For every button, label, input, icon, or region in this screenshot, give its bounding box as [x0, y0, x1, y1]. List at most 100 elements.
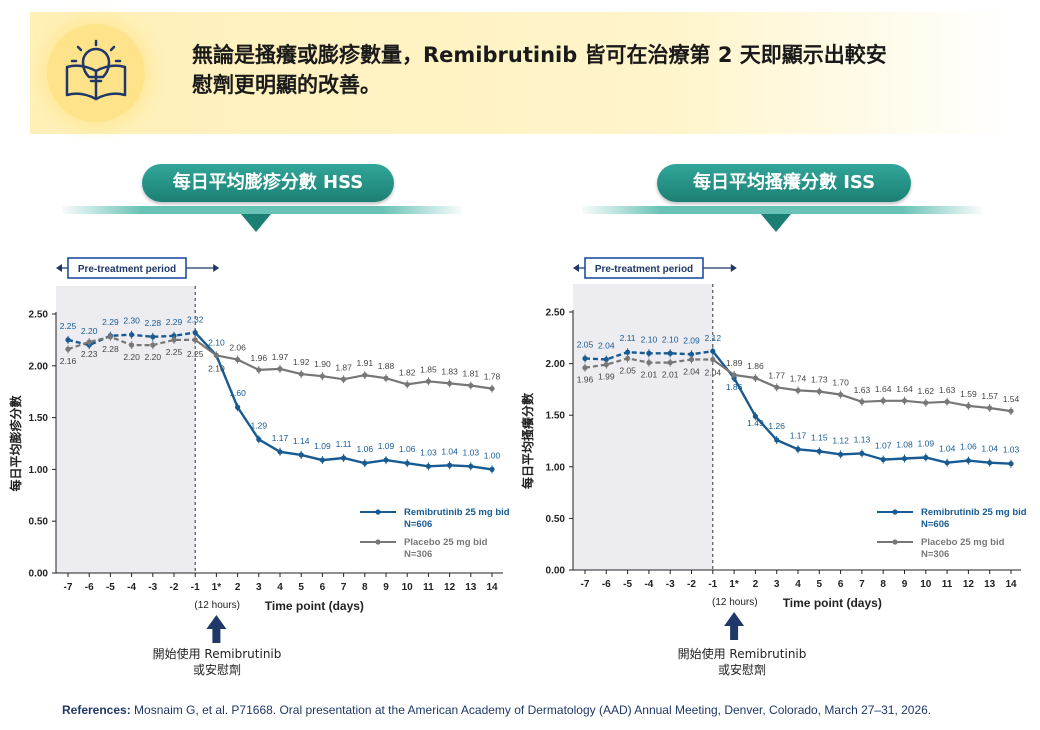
hss-series-0-point [150, 334, 156, 340]
iss-x-note: (12 hours) [712, 597, 758, 608]
hss-series-0-data-label: 2.30 [123, 316, 140, 326]
iss-pretreatment-label: Pre-treatment period [595, 264, 693, 275]
iss-series-0-data-label: 2.05 [577, 339, 594, 349]
iss-legend-n-1: N=306 [921, 549, 949, 560]
hss-series-1-data-label: 1.85 [420, 364, 437, 374]
iss-series-1-data-label: 2.04 [683, 366, 700, 376]
hss-x-tick-label: 14 [486, 582, 498, 593]
hss-legend-label-1: Placebo 25 mg bid [404, 537, 488, 548]
hss-x-axis-label: Time point (days) [265, 599, 364, 613]
hss-bracket-right-arrow [213, 264, 220, 272]
hss-series-1-data-label: 1.78 [484, 372, 501, 382]
hss-series-1-point [171, 337, 177, 343]
iss-series-1-data-label: 1.64 [875, 384, 892, 394]
hss-series-1-data-label: 1.81 [463, 368, 480, 378]
hss-x-tick-label: -2 [170, 582, 179, 593]
iss-series-0-point [923, 454, 929, 461]
iss-bracket-right-arrow [730, 264, 737, 272]
iss-series-1-point [731, 372, 737, 378]
hss-series-1-point [235, 356, 241, 363]
iss-series-0-data-label: 1.49 [747, 418, 764, 428]
iss-x-tick-label: 2 [753, 579, 759, 590]
hss-series-0-point [256, 436, 262, 442]
iss-series-1-data-label: 1.59 [960, 389, 977, 399]
hss-series-1-data-label: 1.97 [272, 352, 289, 362]
iss-legend-n-0: N=606 [921, 519, 949, 530]
iss-series-1-data-label: 1.70 [832, 378, 849, 388]
iss-series-0-point [582, 355, 588, 362]
iss-series-0-data-label: 1.12 [832, 435, 849, 445]
iss-title-pointer [761, 214, 791, 232]
iss-legend-marker-0 [892, 509, 898, 515]
iss-x-tick-label: 11 [942, 579, 953, 590]
hss-series-1-point [150, 342, 156, 348]
hss-series-0-point [489, 466, 495, 472]
iss-series-1-data-label: 1.99 [598, 372, 615, 382]
hss-bracket-left-arrow [56, 264, 62, 272]
hss-series-1-point [86, 339, 92, 345]
iss-series-1-data-label: 2.04 [705, 367, 722, 377]
hss-series-0-data-label: 2.29 [166, 317, 183, 327]
hss-pretreatment-box [67, 257, 187, 279]
hss-series-1-data-label: 1.91 [357, 358, 374, 368]
iss-series-0-data-label: 1.86 [726, 382, 743, 392]
iss-series-1-data-label: 1.63 [854, 385, 871, 395]
hss-series-1-point [341, 376, 347, 382]
hss-x-tick-label: -6 [85, 582, 94, 593]
iss-x-tick-label: 4 [795, 579, 801, 590]
iss-series-1-point [582, 365, 588, 371]
hss-x-tick-label: -7 [64, 582, 73, 593]
iss-series-1-point [1008, 408, 1014, 414]
iss-treatment-start-label: 開始使用 Remibrutinib 或安慰劑 [652, 646, 832, 678]
hss-series-0-data-label: 1.11 [336, 439, 352, 449]
hss-series-1-data-label: 2.28 [102, 344, 119, 354]
iss-series-0-point [1008, 461, 1014, 467]
iss-series-1-data-label: 1.62 [918, 386, 935, 396]
iss-series-1-data-label: 2.05 [619, 365, 636, 375]
iss-series-0-data-label: 1.15 [811, 432, 828, 442]
references: References: Mosnaim G, et al. P71668. Or… [62, 703, 1022, 717]
iss-x-tick-label: -1 [708, 579, 717, 590]
hss-x-tick-label: -4 [127, 582, 136, 593]
hss-x-tick-label: 2 [235, 582, 241, 593]
lightbulb-book-icon [47, 24, 145, 122]
iss-series-0-point [880, 456, 886, 463]
iss-x-tick-label: 5 [817, 579, 823, 590]
iss-panel-title: 每日平均搔癢分數 ISS [657, 164, 911, 202]
iss-series-0-point [965, 458, 972, 464]
hss-legend-marker-1 [375, 539, 381, 545]
hss-series-1-data-label: 2.20 [123, 352, 140, 362]
hss-series-1-data-label: 1.82 [399, 367, 416, 377]
iss-series-1-point [752, 375, 759, 381]
hss-series-1-point [213, 352, 219, 359]
iss-y-axis-label: 每日平均搔癢分數 [520, 393, 535, 489]
hss-series-0-point [362, 460, 368, 466]
hss-series-0-data-label: 2.32 [187, 315, 204, 325]
hss-y-axis-label: 每日平均膨疹分數 [8, 395, 23, 491]
iss-x-tick-label: 1* [729, 579, 739, 590]
iss-y-tick-label: 1.00 [546, 462, 566, 473]
iss-series-1-data-label: 1.96 [577, 375, 594, 385]
hss-x-tick-label: 8 [362, 582, 368, 593]
iss-treatment-start-arrow-icon [724, 612, 745, 640]
hss-x-tick-label: -5 [106, 582, 115, 593]
hss-pretreatment-label: Pre-treatment period [78, 264, 176, 275]
iss-series-0-point [667, 350, 673, 356]
iss-bracket-left-arrow [573, 264, 579, 272]
iss-series-1-data-label: 1.89 [726, 358, 743, 368]
iss-x-tick-label: -3 [666, 579, 675, 590]
hss-x-tick-label: -3 [148, 582, 157, 593]
hss-series-1-data-label: 2.06 [229, 343, 246, 353]
iss-x-tick-label: -4 [644, 579, 653, 590]
iss-x-tick-label: 9 [902, 579, 908, 590]
hss-series-0-data-label: 1.04 [441, 446, 458, 456]
hss-series-1-point [65, 346, 71, 352]
iss-series-1-point [923, 400, 929, 406]
iss-series-0-data-label: 2.09 [683, 335, 700, 345]
iss-y-tick-label: 2.50 [546, 308, 566, 319]
hss-x-tick-label: 10 [402, 582, 414, 593]
hss-series-1-point [489, 385, 495, 392]
iss-series-1-point [944, 399, 950, 405]
hss-legend-marker-0 [375, 509, 381, 515]
